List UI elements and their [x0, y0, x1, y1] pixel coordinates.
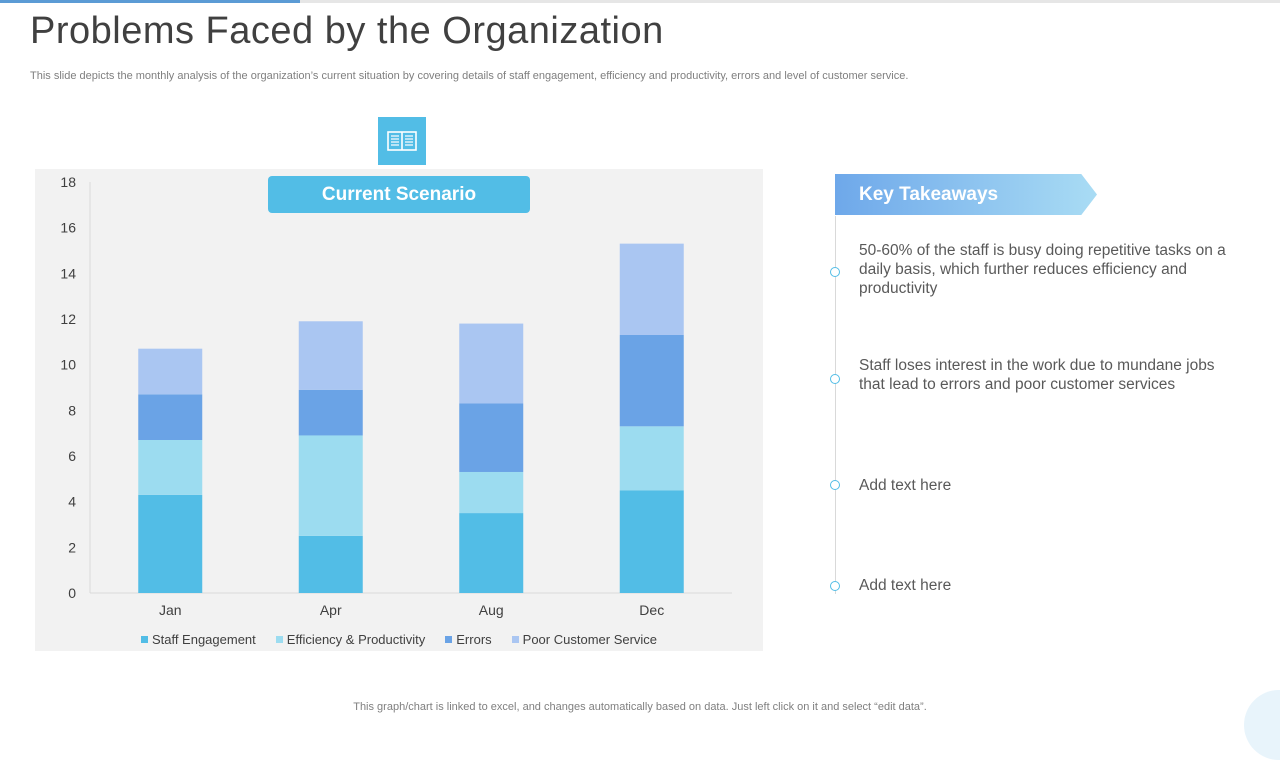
top-rule	[0, 0, 1280, 3]
bar-segment[interactable]	[298, 535, 363, 593]
bar-segment[interactable]	[459, 403, 524, 472]
page-title: Problems Faced by the Organization	[30, 10, 664, 52]
y-tick-label: 8	[68, 402, 76, 418]
legend-swatch	[511, 635, 519, 643]
bar-segment[interactable]	[298, 321, 363, 390]
legend-item[interactable]: Staff Engagement	[140, 630, 256, 648]
legend-swatch	[140, 635, 148, 643]
bar-segment[interactable]	[298, 435, 363, 536]
open-book-icon	[378, 117, 426, 165]
bar-segment[interactable]	[138, 394, 203, 441]
stacked-bar-chart[interactable]: 0 2 4 6 8 10 12 14 16 18 Jan Apr Aug Dec	[35, 169, 763, 651]
takeaway-item: 50-60% of the staff is busy doing repeti…	[859, 242, 1226, 297]
chart-panel[interactable]: 0 2 4 6 8 10 12 14 16 18 Jan Apr Aug Dec	[35, 169, 763, 651]
legend-label: Errors	[456, 631, 492, 647]
y-tick-label: 4	[68, 494, 76, 510]
timeline-dot	[830, 480, 840, 490]
legend-swatch	[275, 635, 283, 643]
takeaway-item: Add text here	[859, 477, 952, 494]
bar-segment[interactable]	[138, 348, 203, 395]
bar-segment[interactable]	[138, 494, 203, 593]
chart-legend: Staff Engagement Efficiency & Productivit…	[35, 630, 763, 648]
timeline-dot	[830, 267, 840, 277]
timeline-dot	[830, 581, 840, 591]
takeaway-item: Add text here	[859, 577, 952, 594]
takeaway-item: Staff loses interest in the work due to …	[859, 357, 1215, 393]
legend-item[interactable]: Errors	[445, 630, 492, 648]
legend-label: Poor Customer Service	[522, 631, 658, 647]
bar-segment[interactable]	[138, 440, 203, 495]
bar-segment[interactable]	[619, 243, 684, 335]
legend-swatch	[445, 635, 453, 643]
footer-note: This graph/chart is linked to excel, and…	[353, 701, 927, 713]
key-takeaways-banner: Key Takeaways	[835, 174, 1097, 215]
bar-segment[interactable]	[619, 490, 684, 593]
bar-segment[interactable]	[619, 426, 684, 491]
current-scenario-banner: Current Scenario	[268, 176, 530, 213]
legend-label: Efficiency & Productivity	[286, 631, 426, 647]
y-tick-label: 12	[60, 311, 76, 327]
x-tick-label: Apr	[320, 602, 342, 618]
x-tick-label: Dec	[639, 602, 664, 618]
page-subtitle: This slide depicts the monthly analysis …	[30, 70, 909, 82]
bar-segment[interactable]	[298, 389, 363, 436]
x-tick-label: Aug	[479, 602, 504, 618]
y-tick-label: 6	[68, 448, 76, 464]
legend-item[interactable]: Poor Customer Service	[511, 630, 658, 648]
timeline-dot	[830, 374, 840, 384]
bar-segment[interactable]	[459, 323, 524, 404]
top-accent-bar	[0, 0, 300, 3]
y-tick-label: 2	[68, 539, 76, 555]
y-tick-label: 18	[60, 174, 76, 190]
y-tick-label: 10	[60, 357, 76, 373]
bar-segment[interactable]	[459, 513, 524, 593]
bar-segment[interactable]	[619, 334, 684, 427]
legend-item[interactable]: Efficiency & Productivity	[275, 630, 426, 648]
y-tick-label: 14	[60, 265, 76, 281]
key-takeaways-heading: Key Takeaways	[859, 183, 999, 205]
timeline-line	[835, 216, 836, 594]
y-tick-label: 16	[60, 220, 76, 236]
y-tick-label: 0	[68, 585, 76, 601]
x-tick-label: Jan	[159, 602, 182, 618]
bar-segment[interactable]	[459, 471, 524, 514]
legend-label: Staff Engagement	[151, 631, 256, 647]
